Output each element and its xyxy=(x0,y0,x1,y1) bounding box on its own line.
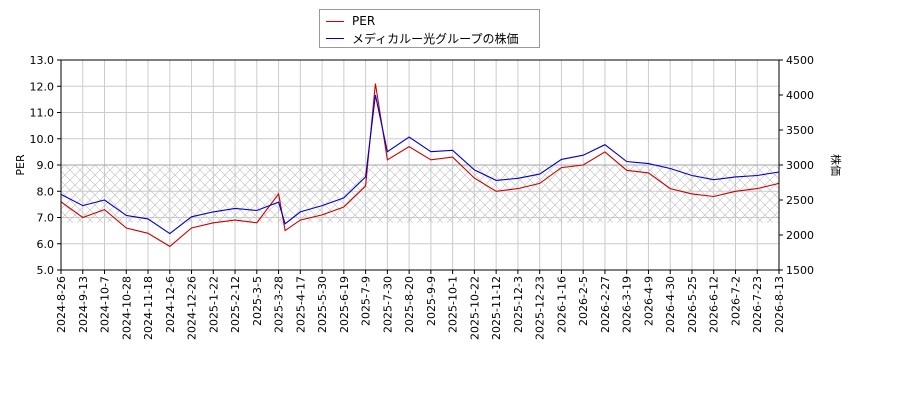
y-left-tick-label: 6.0 xyxy=(37,238,55,251)
x-tick-label: 2024-9-13 xyxy=(77,276,90,333)
legend-item-price: メディカルー光グループの株価 xyxy=(326,30,518,46)
legend-swatch-per xyxy=(326,20,344,22)
series-price-line xyxy=(60,94,780,235)
y-left-tick-label: 13.0 xyxy=(30,54,55,67)
y-right-tick-label: 2500 xyxy=(786,194,814,207)
y-left-tick-label: 10.0 xyxy=(30,133,55,146)
x-tick-label: 2025-10-1 xyxy=(447,276,460,333)
legend-label-price: メディカルー光グループの株価 xyxy=(352,31,519,46)
x-tick-label: 2025-3-28 xyxy=(273,276,286,333)
x-tick-label: 2025-7-30 xyxy=(381,276,394,333)
x-tick-label: 2025-10-22 xyxy=(468,276,481,340)
y-right-tick-label: 1500 xyxy=(786,264,814,277)
x-tick-label: 2025-2-12 xyxy=(229,276,242,333)
shaded-band xyxy=(61,164,779,223)
y-left-tick-label: 8.0 xyxy=(37,185,55,198)
x-tick-label: 2026-6-12 xyxy=(708,276,721,333)
x-tick-label: 2025-6-19 xyxy=(338,276,351,333)
y-right-tick-label: 3500 xyxy=(786,124,814,137)
x-tick-label: 2025-8-20 xyxy=(403,276,416,333)
y-right-tick-label: 4000 xyxy=(786,89,814,102)
x-tick-label: 2024-8-26 xyxy=(55,276,68,333)
x-tick-label: 2025-3-5 xyxy=(251,276,264,326)
x-tick-label: 2026-2-5 xyxy=(577,276,590,326)
tick-labels: 5.0 6.0 7.0 8.0 9.0 10.0 11.0 12.0 13.0 1500 2000 2… xyxy=(14,54,843,340)
x-tick-label: 2024-12-6 xyxy=(164,276,177,333)
y-right-tick-label: 2000 xyxy=(786,229,814,242)
y-right-axis-label: 株価 xyxy=(829,154,843,176)
x-tick-label: 2024-10-28 xyxy=(120,276,133,340)
x-tick-label: 2025-1-22 xyxy=(207,276,220,333)
y-right-tick-label: 4500 xyxy=(786,54,814,67)
x-tick-label: 2025-5-30 xyxy=(316,276,329,333)
legend-label-per: PER xyxy=(352,14,376,28)
x-tick-label: 2025-11-12 xyxy=(490,276,503,340)
series-layer xyxy=(60,83,780,248)
legend-item-per: PER xyxy=(326,13,375,29)
x-tick-label: 2025-12-3 xyxy=(512,276,525,333)
x-tick-label: 2025-4-17 xyxy=(294,276,307,333)
x-tick-label: 2026-7-2 xyxy=(729,276,742,326)
x-tick-label: 2026-1-16 xyxy=(555,276,568,333)
y-left-tick-label: 12.0 xyxy=(30,80,55,93)
x-tick-label: 2026-8-13 xyxy=(773,276,786,333)
y-left-tick-label: 11.0 xyxy=(30,107,55,120)
y-right-tick-label: 3000 xyxy=(786,159,814,172)
x-tick-label: 2026-3-19 xyxy=(621,276,634,333)
axes xyxy=(57,59,783,274)
x-tick-label: 2024-10-7 xyxy=(99,276,112,333)
y-left-axis-label: PER xyxy=(14,154,27,176)
y-left-tick-label: 9.0 xyxy=(37,159,55,172)
y-left-tick-label: 7.0 xyxy=(37,212,55,225)
x-tick-label: 2025-12-23 xyxy=(534,276,547,340)
y-left-tick-label: 5.0 xyxy=(37,264,55,277)
x-tick-label: 2025-7-9 xyxy=(360,276,373,326)
legend: PER メディカルー光グループの株価 xyxy=(319,9,540,48)
x-tick-label: 2026-4-30 xyxy=(664,276,677,333)
x-tick-label: 2026-5-25 xyxy=(686,276,699,333)
x-tick-label: 2026-7-23 xyxy=(751,276,764,333)
series-per-line xyxy=(60,83,780,248)
x-tick-label: 2026-2-27 xyxy=(599,276,612,333)
legend-swatch-price xyxy=(326,37,344,39)
x-tick-label: 2025-9-9 xyxy=(425,276,438,326)
x-tick-label: 2024-11-18 xyxy=(142,276,155,340)
x-tick-label: 2026-4-9 xyxy=(642,276,655,326)
x-tick-label: 2024-12-26 xyxy=(186,276,199,340)
shaded-band-rect xyxy=(61,165,779,223)
